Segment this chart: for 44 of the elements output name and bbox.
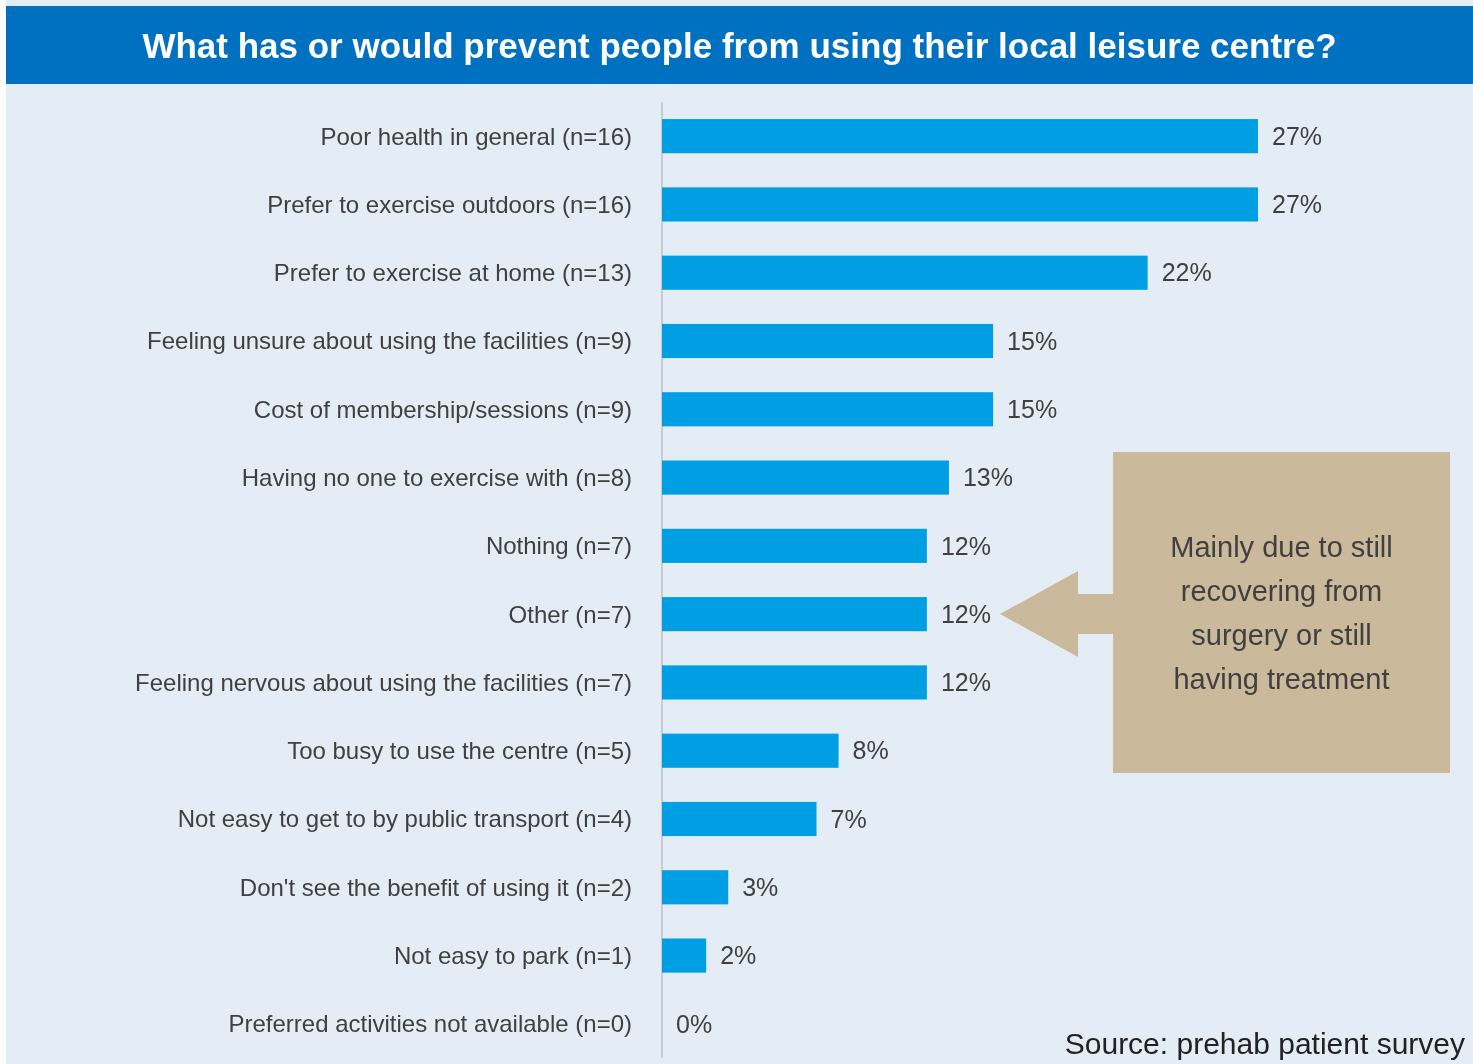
chart-title: What has or would prevent people from using their local leisure centre? <box>142 26 1337 65</box>
data-label: 27% <box>1272 121 1323 150</box>
data-label: 7% <box>830 804 867 833</box>
y-tick-label: Prefer to exercise outdoors (n=16) <box>267 190 632 218</box>
data-label: 27% <box>1272 190 1323 219</box>
y-tick-label: Other (n=7) <box>508 600 632 628</box>
bar <box>662 255 1148 290</box>
data-label: 3% <box>742 873 779 902</box>
data-label: 2% <box>720 941 757 970</box>
bar <box>662 323 994 359</box>
bar <box>662 119 1258 154</box>
data-label: 12% <box>940 531 991 560</box>
bar <box>662 870 729 905</box>
data-label: 13% <box>962 463 1014 492</box>
y-tick-label: Cost of membership/sessions (n=9) <box>253 395 632 423</box>
y-tick-label: Preferred activities not available (n=0) <box>228 1010 632 1038</box>
bar <box>662 392 994 427</box>
data-label: 15% <box>1007 326 1058 355</box>
y-tick-label: Poor health in general (n=16) <box>320 122 632 150</box>
bar <box>662 938 707 973</box>
bar <box>662 460 949 495</box>
bar <box>662 733 839 768</box>
y-tick-label: Feeling unsure about using the facilities (n=9) <box>147 327 632 355</box>
bar <box>662 597 927 632</box>
y-tick-label: Having no one to exercise with (n=8) <box>241 463 632 491</box>
bar <box>662 187 1258 222</box>
y-tick-label: Not easy to park (n=1) <box>393 941 632 969</box>
data-label: 12% <box>940 599 991 628</box>
data-label: 0% <box>676 1009 713 1038</box>
data-label: 8% <box>852 736 889 765</box>
y-tick-label: Don't see the benefit of using it (n=2) <box>239 873 632 901</box>
data-label: 15% <box>1007 395 1058 424</box>
data-label: 12% <box>940 668 991 697</box>
bar <box>662 528 927 563</box>
annotation: Source: prehab patient survey <box>1064 1027 1465 1060</box>
annotation: Mainly due to still recovering from surgery or still having treatment <box>1170 530 1393 695</box>
y-tick-label: Nothing (n=7) <box>485 532 632 560</box>
data-label: 22% <box>1161 258 1212 287</box>
y-tick-label: Not easy to get to by public transport (n=4) <box>177 805 632 833</box>
y-tick-label: Feeling nervous about using the facilities (n=7) <box>135 668 632 696</box>
bar <box>662 801 817 837</box>
y-tick-label: Prefer to exercise at home (n=13) <box>273 259 632 287</box>
bar <box>662 665 927 700</box>
y-tick-label: Too busy to use the centre (n=5) <box>287 737 632 765</box>
